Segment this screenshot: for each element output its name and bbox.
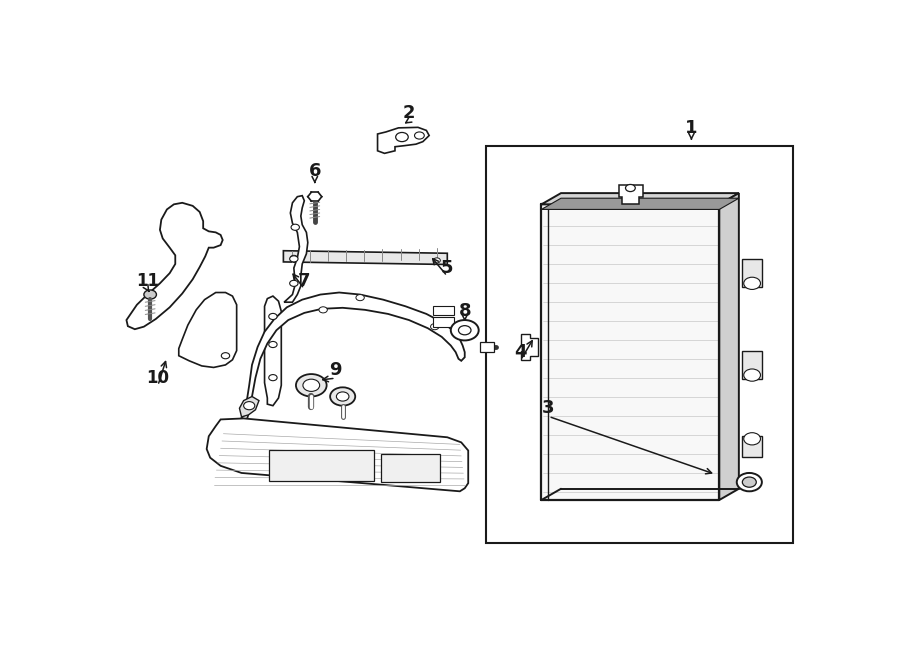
Circle shape [458, 326, 471, 335]
Circle shape [743, 433, 760, 445]
Bar [269, 450, 374, 481]
Circle shape [221, 353, 230, 359]
Circle shape [269, 375, 277, 381]
Polygon shape [542, 205, 719, 500]
Circle shape [269, 313, 277, 320]
Polygon shape [239, 397, 259, 417]
Text: 5: 5 [441, 259, 454, 277]
Circle shape [337, 392, 349, 401]
Bar [434, 318, 454, 326]
Polygon shape [520, 334, 538, 360]
Circle shape [737, 473, 762, 491]
Polygon shape [239, 293, 464, 424]
Text: 2: 2 [402, 103, 415, 122]
Text: 7: 7 [298, 272, 310, 290]
Circle shape [291, 224, 300, 230]
Text: 8: 8 [458, 303, 471, 320]
Bar [434, 306, 454, 315]
Polygon shape [126, 203, 222, 329]
Polygon shape [742, 436, 762, 457]
Circle shape [244, 402, 255, 410]
Circle shape [434, 258, 440, 263]
Circle shape [743, 277, 760, 289]
Text: 11: 11 [136, 272, 159, 290]
Polygon shape [742, 351, 762, 379]
Polygon shape [480, 342, 494, 352]
Circle shape [451, 320, 479, 340]
Circle shape [415, 132, 424, 139]
Circle shape [743, 369, 760, 381]
Polygon shape [207, 418, 468, 491]
Polygon shape [719, 193, 739, 500]
Polygon shape [284, 251, 447, 265]
Polygon shape [179, 293, 237, 367]
Text: 3: 3 [542, 399, 554, 417]
Polygon shape [284, 196, 308, 302]
Circle shape [303, 379, 320, 391]
Circle shape [296, 374, 327, 397]
Polygon shape [378, 127, 429, 154]
Circle shape [290, 256, 298, 262]
Bar [486, 146, 793, 544]
Polygon shape [742, 259, 762, 287]
Circle shape [396, 132, 409, 142]
Circle shape [319, 307, 328, 313]
Text: 9: 9 [329, 361, 342, 379]
Polygon shape [542, 198, 739, 209]
Circle shape [356, 295, 364, 301]
Circle shape [626, 185, 635, 191]
Text: 1: 1 [685, 119, 698, 137]
Text: 10: 10 [147, 369, 169, 387]
Circle shape [269, 342, 277, 348]
Bar [381, 454, 440, 482]
Text: 6: 6 [309, 162, 321, 180]
Polygon shape [618, 185, 643, 205]
Circle shape [290, 280, 298, 287]
Polygon shape [265, 296, 282, 406]
Circle shape [144, 290, 157, 299]
Text: 4: 4 [514, 343, 526, 361]
Circle shape [430, 324, 439, 330]
Polygon shape [542, 193, 739, 205]
Circle shape [330, 387, 356, 406]
Circle shape [742, 477, 756, 487]
Circle shape [291, 256, 297, 260]
